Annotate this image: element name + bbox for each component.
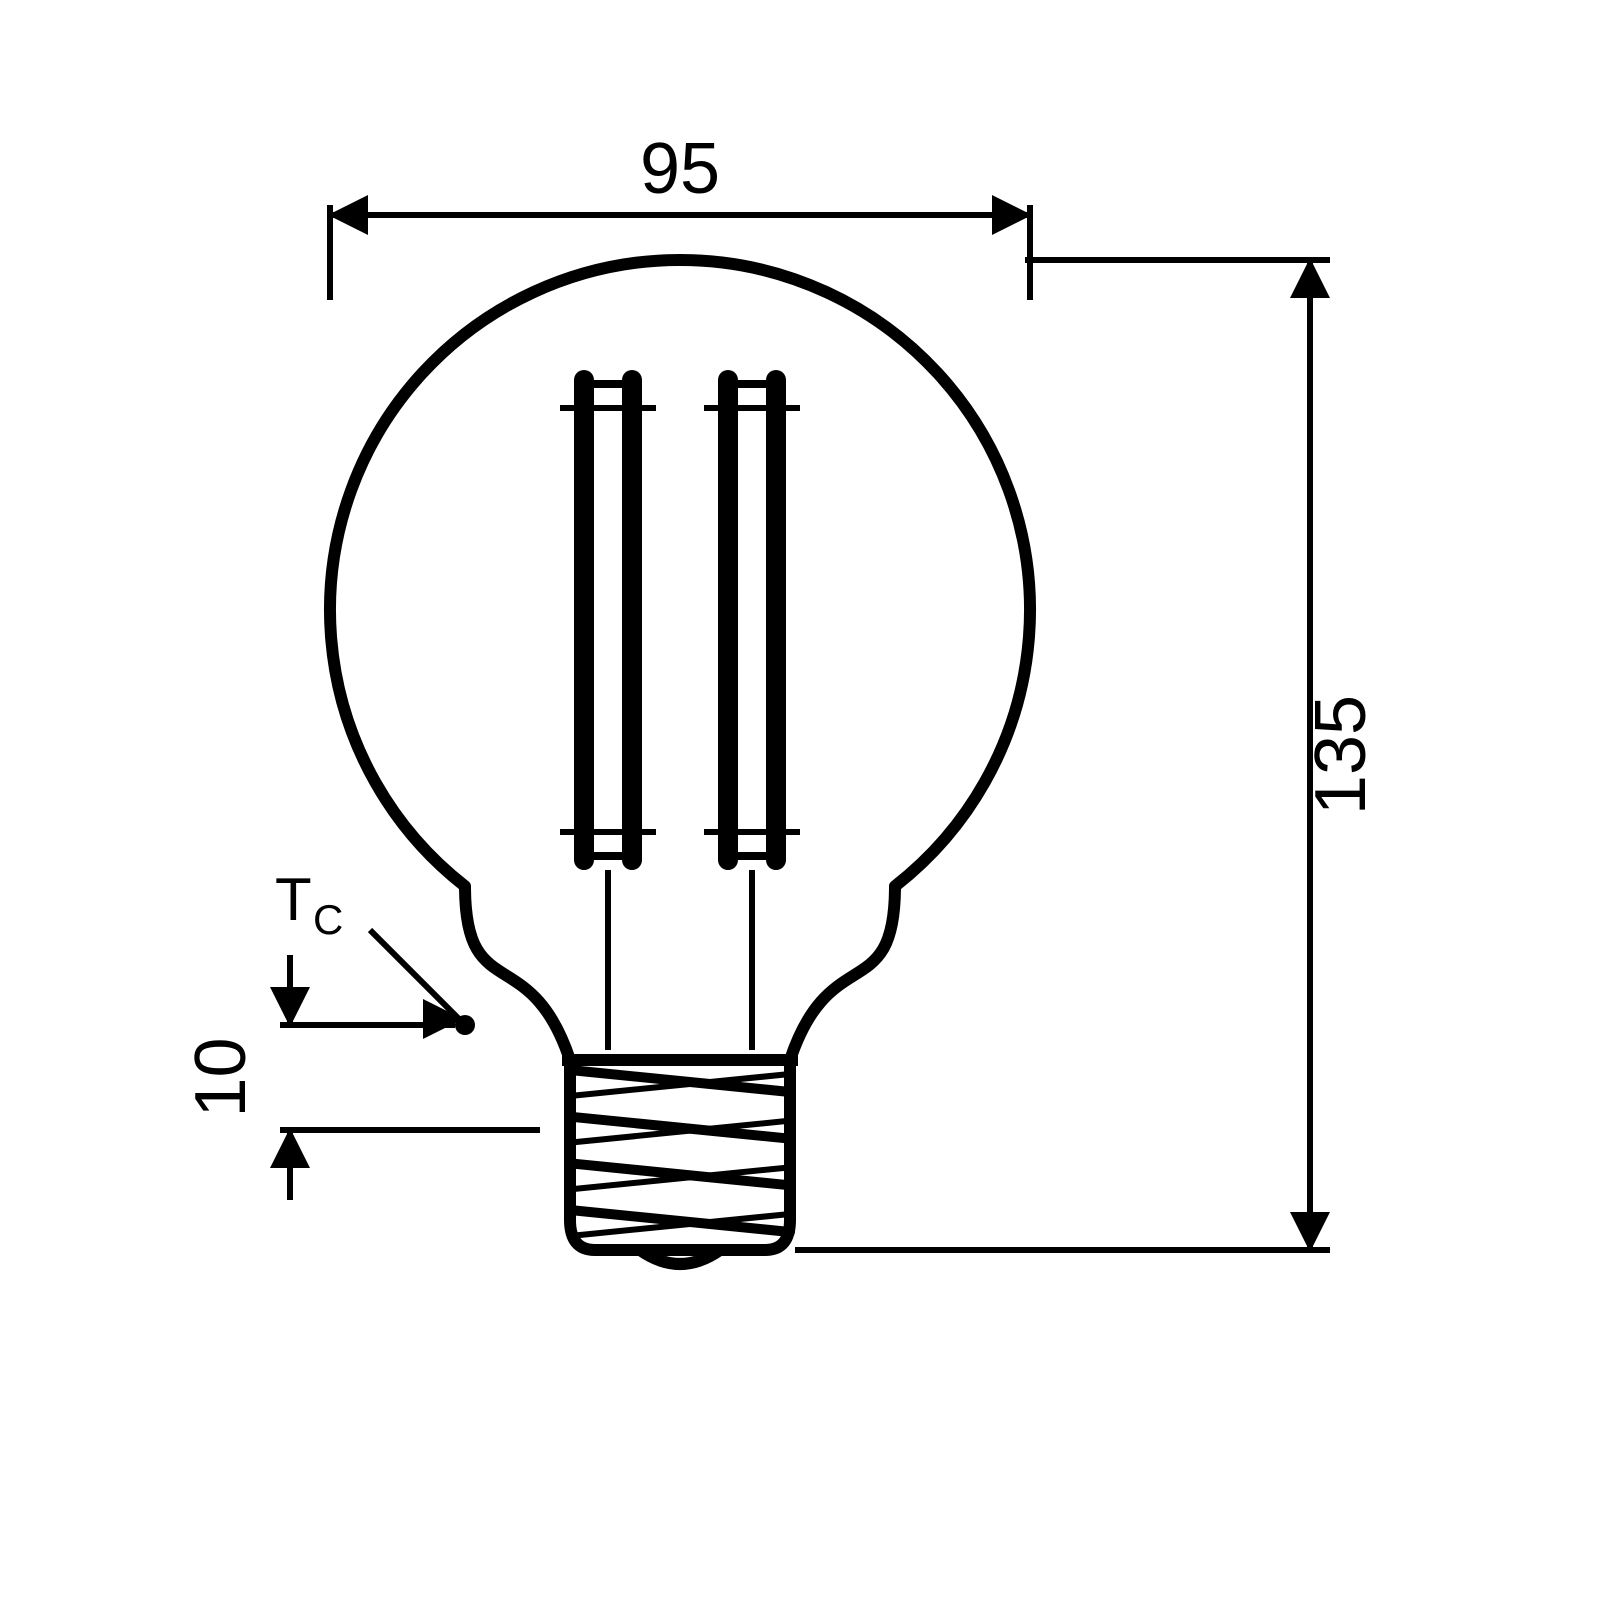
- screw-thread: [570, 1070, 790, 1092]
- dim-ten-label: 10: [181, 1037, 261, 1117]
- dim-width-label: 95: [640, 129, 720, 209]
- dim-height: 135: [795, 260, 1381, 1250]
- dim-ten: 10: [181, 955, 540, 1200]
- screw-thread: [570, 1210, 790, 1232]
- screw-thread: [570, 1117, 790, 1139]
- tc-leader: TC: [275, 866, 459, 1019]
- dim-width: 95: [330, 129, 1030, 300]
- filaments: [560, 380, 800, 1050]
- tc-label-main: T: [275, 866, 312, 933]
- tc-label-sub: C: [313, 896, 343, 943]
- bulb-outline: [330, 260, 1030, 1250]
- screw-thread: [570, 1163, 790, 1185]
- dim-height-label: 135: [1301, 695, 1381, 815]
